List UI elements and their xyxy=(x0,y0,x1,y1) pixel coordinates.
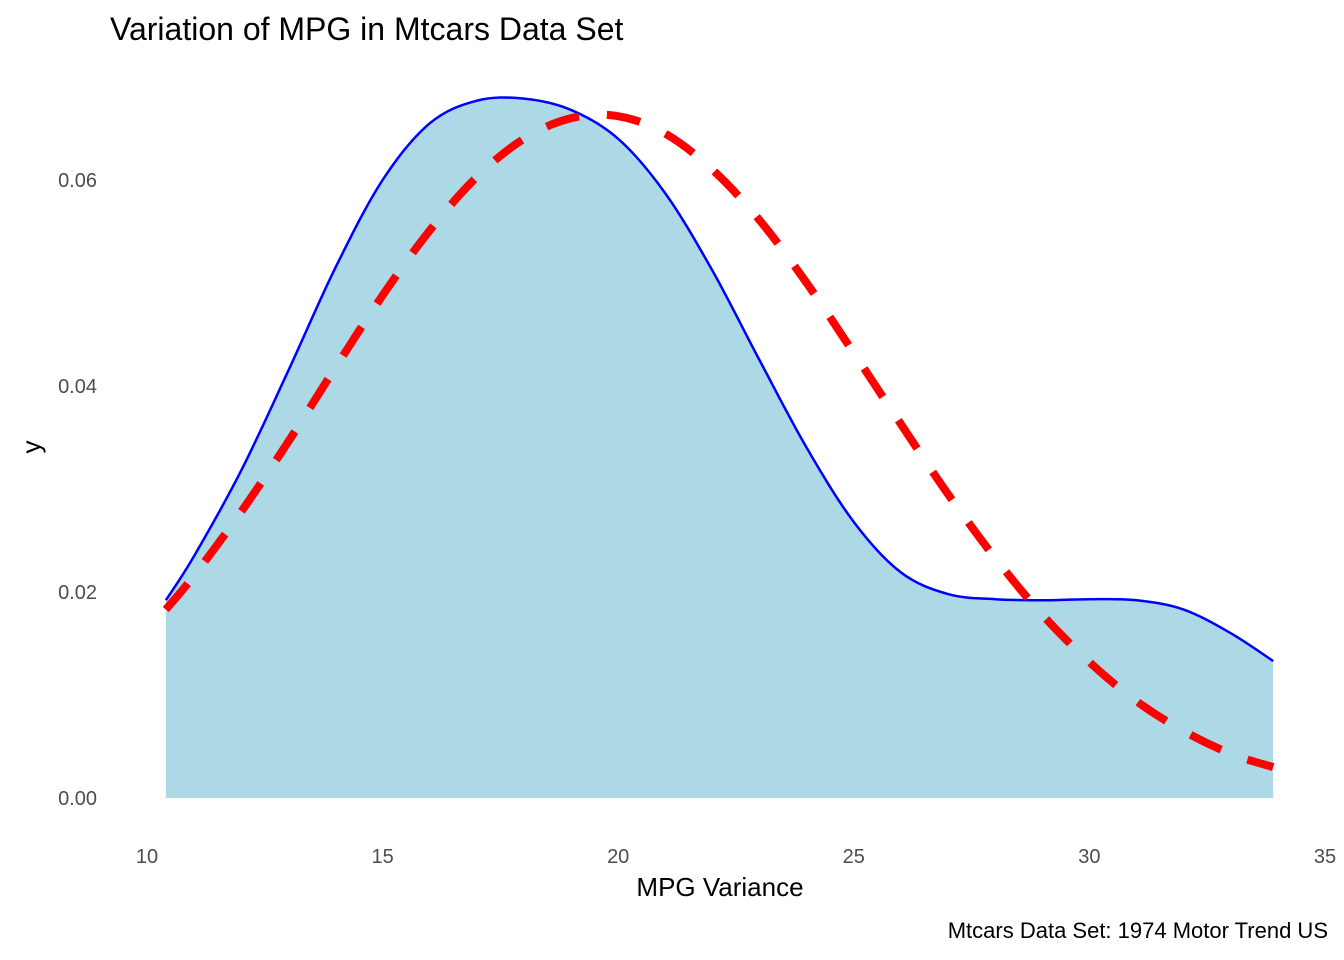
x-tick-label: 25 xyxy=(843,846,865,868)
x-tick-label: 35 xyxy=(1314,846,1336,868)
chart-title: Variation of MPG in Mtcars Data Set xyxy=(110,11,623,47)
y-axis-ticks: 0.00 0.02 0.04 0.06 xyxy=(58,170,97,810)
chart-caption: Mtcars Data Set: 1974 Motor Trend US xyxy=(948,918,1328,943)
x-tick-label: 15 xyxy=(371,846,393,868)
x-tick-label: 30 xyxy=(1078,846,1100,868)
x-axis-ticks: 10 15 20 25 30 35 xyxy=(136,846,1336,868)
y-tick-label: 0.02 xyxy=(58,582,97,604)
plot-area xyxy=(162,96,1275,798)
y-tick-label: 0.00 xyxy=(58,788,97,810)
x-tick-label: 10 xyxy=(136,846,158,868)
y-axis-title: y xyxy=(16,441,46,454)
density-outline xyxy=(164,96,1274,663)
density-area xyxy=(165,97,1274,798)
y-tick-label: 0.04 xyxy=(58,376,97,398)
x-tick-label: 20 xyxy=(607,846,629,868)
x-axis-title: MPG Variance xyxy=(636,872,803,902)
y-tick-label: 0.06 xyxy=(58,170,97,192)
